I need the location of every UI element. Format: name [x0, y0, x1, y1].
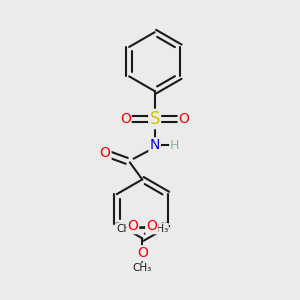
Text: CH₃: CH₃ — [133, 263, 152, 273]
Text: N: N — [149, 138, 160, 152]
Text: CH₃: CH₃ — [149, 224, 168, 234]
Text: CH₃: CH₃ — [116, 224, 136, 234]
Text: H: H — [170, 139, 179, 152]
Text: O: O — [100, 146, 110, 160]
Text: S: S — [149, 110, 160, 128]
Text: O: O — [137, 246, 148, 260]
Text: O: O — [128, 219, 138, 233]
Text: O: O — [179, 112, 190, 126]
Text: O: O — [120, 112, 130, 126]
Text: O: O — [146, 219, 157, 233]
